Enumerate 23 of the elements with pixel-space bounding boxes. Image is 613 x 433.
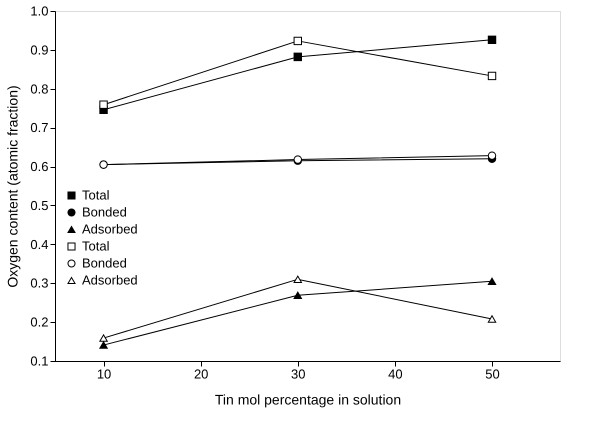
- legend-label: Bonded: [82, 204, 127, 220]
- legend-label: Bonded: [82, 256, 127, 270]
- legend-label: Adsorbed: [82, 272, 138, 288]
- y-tick-label: 0.1: [30, 354, 48, 368]
- y-tick-label: 0.4: [30, 236, 48, 252]
- legend-label: Adsorbed: [82, 222, 138, 236]
- x-tick-label: 30: [291, 366, 306, 382]
- x-tick-label: 20: [194, 366, 208, 382]
- y-axis-title: Oxygen content (atomic fraction): [4, 85, 20, 288]
- y-tick-label: 0.5: [30, 198, 48, 213]
- y-tick-label: 0.8: [30, 81, 48, 96]
- x-tick-label: 40: [388, 366, 403, 382]
- y-tick-label: 0.7: [30, 120, 48, 136]
- y-tick-label: 1.0: [30, 4, 48, 18]
- y-tick-label: 0.9: [30, 42, 48, 58]
- x-axis-title: Tin mol percentage in solution: [214, 392, 402, 408]
- legend-label: Total: [82, 238, 110, 254]
- y-tick-label: 0.3: [30, 276, 48, 291]
- y-tick-label: 0.2: [30, 314, 48, 330]
- legend-label: Total: [82, 188, 110, 202]
- x-tick-label: 50: [485, 366, 500, 382]
- y-tick-label: 0.6: [30, 159, 48, 174]
- x-tick-label: 10: [96, 366, 112, 382]
